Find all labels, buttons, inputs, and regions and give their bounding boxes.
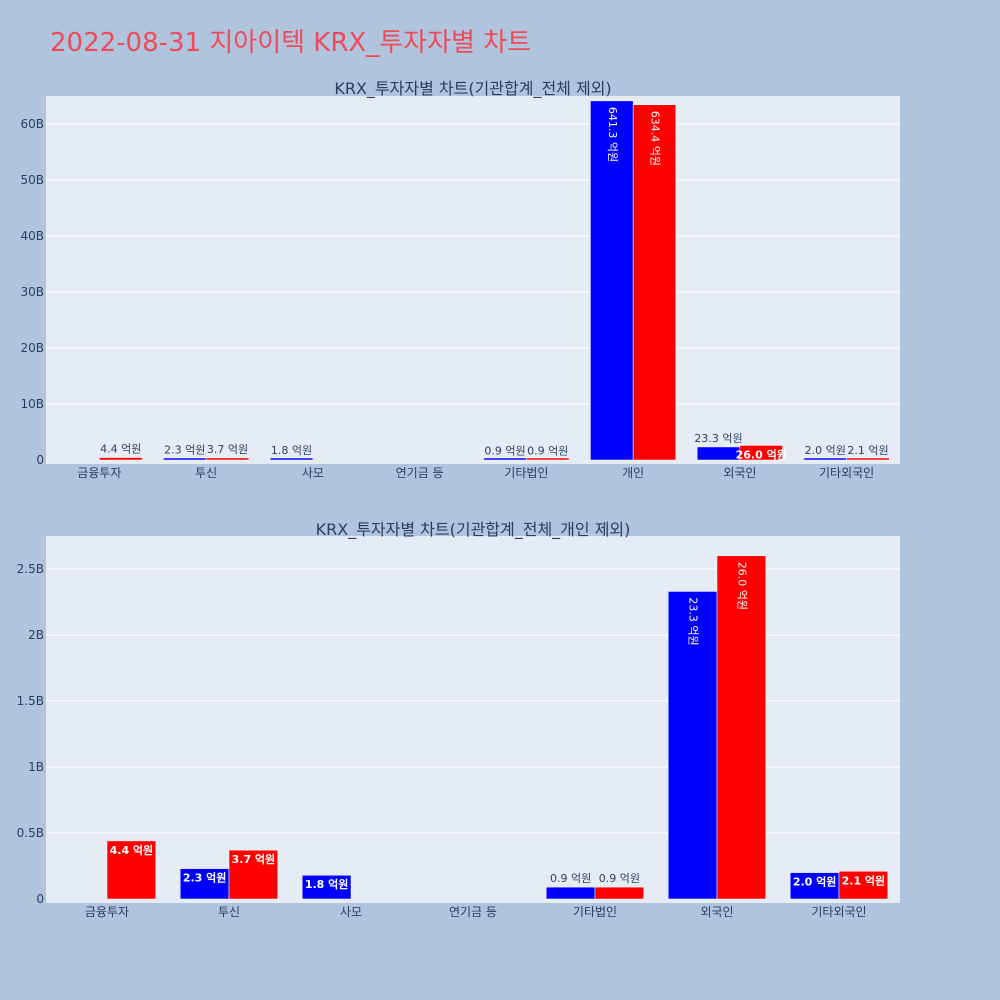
bar [179,868,230,900]
data-label: 3.7 억원 [207,443,248,456]
y-tick-label: 40B [20,229,44,243]
data-label: 23.3 억원 [687,597,700,645]
bar [106,840,157,900]
data-label: 23.3 억원 [694,432,742,445]
y-tick-label: 50B [20,173,44,187]
y-tick-label: 1.5B [17,694,44,708]
bar [632,104,677,461]
data-label: 4.4 억원 [110,843,154,857]
chart-top: KRX_투자자별 차트(기관합계_전체 제외) 0 10B 20B 30B 40B 50B 6… [20,79,900,480]
data-label: 2.0 억원 [805,444,846,457]
data-label: 0.9 억원 [484,444,525,457]
y-tick-label: 60B [20,117,44,131]
x-tick-label: 투신 [195,466,217,480]
bar [696,446,741,461]
y-tick-label: 20B [20,341,44,355]
bar [739,445,783,461]
x-tick-label: 기타외국인 [811,905,866,919]
plot-area [46,536,900,903]
x-tick-label: 외국인 [700,905,733,919]
data-label: 0.9 억원 [550,872,591,885]
chart-bottom: KRX_투자자별 차트(기관합계_전체_개인 제외) 0 0.5B 1B 1.5B 2B 2… [17,520,900,919]
bar [205,457,250,461]
bar [483,457,527,461]
bar [545,886,596,900]
bar [846,457,890,461]
data-label: 2.1 억원 [842,873,886,887]
data-label: 0.9 억원 [527,444,568,457]
data-label: 4.4 억원 [100,443,141,456]
x-tick-label: 기타외국인 [819,466,874,480]
bar [667,591,718,900]
bar [163,457,207,461]
bar [716,555,767,900]
data-label: 634.4 억원 [648,111,661,166]
data-label: 0.9 억원 [599,872,640,885]
y-tick-label: 0 [36,892,44,906]
x-tick-label: 연기금 등 [396,466,444,480]
y-tick-label: 2B [28,628,44,642]
data-label: 2.3 억원 [164,444,205,457]
bar [803,457,847,461]
chart-title: KRX_투자자별 차트(기관합계_전체 제외) [334,79,611,99]
bar [301,874,352,900]
x-tick-label: 연기금 등 [449,905,497,919]
chart-title: KRX_투자자별 차트(기관합계_전체_개인 제외) [316,520,631,540]
bar [99,457,143,461]
x-tick-label: 외국인 [723,466,756,480]
x-tick-label: 금융투자 [85,905,129,919]
y-tick-label: 2.5B [17,562,44,576]
data-label: 2.0 억원 [793,875,837,889]
data-label: 1.8 억원 [271,444,312,457]
x-tick-label: 사모 [302,466,324,480]
x-tick-label: 기타법인 [573,905,617,919]
y-tick-label: 1B [28,760,44,774]
bar [269,457,314,461]
x-tick-label: 기타법인 [504,466,548,480]
plot-area [46,96,900,464]
data-label: 2.3 억원 [183,871,227,885]
page-title: 2022-08-31 지아이텍 KRX_투자자별 차트 [50,28,532,58]
data-label: 2.1 억원 [847,444,888,457]
bar [228,849,279,900]
data-label: 26.0 억원 [735,562,748,610]
y-tick-label: 30B [20,285,44,299]
bar [526,457,570,461]
bar [838,871,889,900]
y-tick-label: 0.5B [17,826,44,840]
data-label: 641.3 억원 [606,107,619,162]
x-tick-label: 사모 [340,905,362,919]
y-tick-label: 0 [36,453,44,467]
data-label: 26.0 억원 [736,447,787,461]
bar [594,886,645,900]
data-label: 3.7 억원 [232,852,276,866]
data-label: 1.8 억원 [305,877,349,891]
x-tick-label: 투신 [218,905,240,919]
x-tick-label: 개인 [622,466,644,480]
y-tick-label: 10B [20,397,44,411]
x-tick-label: 금융투자 [77,466,121,480]
